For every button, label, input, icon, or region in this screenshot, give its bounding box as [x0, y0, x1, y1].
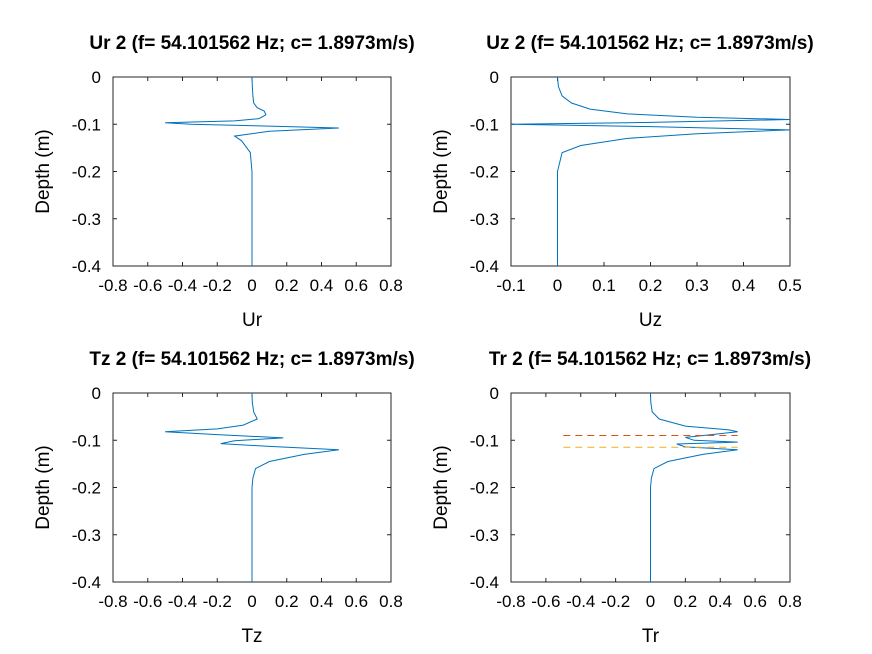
x-tick-label: 0.6 — [743, 592, 767, 611]
y-tick-label: -0.4 — [470, 257, 499, 276]
y-tick-label: -0.2 — [470, 163, 499, 182]
x-tick-label: 0.5 — [778, 276, 802, 295]
y-tick-label: 0 — [490, 68, 499, 87]
x-tick-label: -0.2 — [203, 592, 232, 611]
x-axis-label: Uz — [639, 310, 662, 331]
x-tick-label: 0.3 — [685, 276, 709, 295]
x-tick-label: 0.2 — [674, 592, 698, 611]
y-tick-label: -0.2 — [470, 479, 499, 498]
x-tick-label: -0.4 — [168, 276, 197, 295]
axes-frame — [510, 76, 791, 267]
subplot-1: -0.8 -0.6 -0.4 -0.2 0 0.2 0.4 0.6 0.8 0 -0.1 -0.2 -0… — [33, 33, 415, 331]
x-tick-label: 0 — [247, 276, 256, 295]
y-tick-label: 0 — [490, 384, 499, 403]
x-tick-label: 0.8 — [778, 592, 802, 611]
x-axis-label: Ur — [242, 310, 263, 331]
y-tick-label: -0.4 — [72, 573, 101, 592]
x-tick-label: -0.8 — [496, 592, 525, 611]
x-tick-label: 0.4 — [310, 276, 334, 295]
y-tick-label: -0.4 — [470, 573, 499, 592]
y-axis-label: Depth (m) — [33, 445, 54, 529]
y-tick-label: -0.3 — [72, 210, 101, 229]
x-tick-label: 0.4 — [732, 276, 756, 295]
y-tick-label: -0.1 — [470, 115, 499, 134]
y-tick-label: -0.4 — [72, 257, 101, 276]
series-line — [165, 77, 339, 266]
y-tick-label: -0.3 — [470, 526, 499, 545]
subplot-title: Ur 2 (f= 54.101562 Hz; c= 1.8973m/s) — [89, 33, 414, 54]
x-tick-label: -0.8 — [98, 592, 127, 611]
subplot-3: -0.8 -0.6 -0.4 -0.2 0 0.2 0.4 0.6 0.8 0 -0.1 -0.2 -0… — [33, 349, 415, 647]
y-tick-label: 0 — [92, 384, 101, 403]
subplot-title: Uz 2 (f= 54.101562 Hz; c= 1.8973m/s) — [486, 33, 813, 54]
subplot-4: -0.8 -0.6 -0.4 -0.2 0 0.2 0.4 0.6 0.8 0 -0.1 -0.2 -0… — [431, 349, 811, 647]
y-tick-label: -0.2 — [72, 163, 101, 182]
x-tick-label: 0 — [553, 276, 562, 295]
series-line — [650, 393, 738, 582]
x-axis-label: Tr — [642, 626, 660, 647]
y-tick-label: -0.2 — [72, 479, 101, 498]
x-tick-label: 0.2 — [639, 276, 663, 295]
x-tick-label: 0 — [247, 592, 256, 611]
y-axis-label: Depth (m) — [431, 129, 452, 213]
subplot-title: Tz 2 (f= 54.101562 Hz; c= 1.8973m/s) — [89, 349, 414, 370]
y-tick-label: -0.1 — [72, 431, 101, 450]
series-line — [511, 77, 790, 266]
x-tick-label: 0.4 — [310, 592, 334, 611]
x-tick-label: -0.6 — [133, 592, 162, 611]
x-tick-label: -0.6 — [531, 592, 560, 611]
x-tick-label: 0.2 — [275, 276, 299, 295]
x-tick-label: 0.8 — [379, 276, 403, 295]
x-tick-label: -0.2 — [203, 276, 232, 295]
x-tick-label: -0.8 — [98, 276, 127, 295]
subplot-title: Tr 2 (f= 54.101562 Hz; c= 1.8973m/s) — [489, 349, 811, 370]
x-tick-label: -0.6 — [133, 276, 162, 295]
x-axis-label: Tz — [241, 626, 262, 647]
x-tick-label: 0.2 — [275, 592, 299, 611]
x-tick-label: 0 — [646, 592, 655, 611]
series-line — [165, 393, 339, 582]
y-tick-label: -0.1 — [72, 115, 101, 134]
y-tick-label: -0.1 — [470, 431, 499, 450]
x-tick-label: 0.8 — [379, 592, 403, 611]
y-axis-label: Depth (m) — [431, 445, 452, 529]
y-tick-label: -0.3 — [72, 526, 101, 545]
y-tick-label: -0.3 — [470, 210, 499, 229]
y-axis-label: Depth (m) — [33, 129, 54, 213]
x-tick-label: 0.6 — [344, 592, 368, 611]
subplot-2: -0.1 0 0.1 0.2 0.3 0.4 0.5 0 -0.1 -0.2 -0.3 -0.4 Uz … — [431, 33, 814, 331]
y-tick-label: 0 — [92, 68, 101, 87]
x-tick-label: 0.6 — [344, 276, 368, 295]
x-tick-label: 0.1 — [592, 276, 616, 295]
x-tick-label: -0.4 — [168, 592, 197, 611]
x-tick-label: -0.4 — [566, 592, 595, 611]
x-tick-label: 0.4 — [708, 592, 732, 611]
x-tick-label: -0.2 — [601, 592, 630, 611]
x-tick-label: -0.1 — [496, 276, 525, 295]
